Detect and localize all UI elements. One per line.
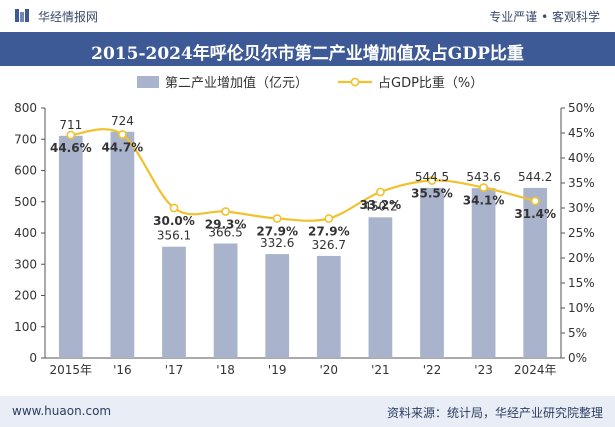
y-right-tick-label: 35% [568,176,595,190]
x-tick-label: '20 [320,363,339,377]
bar [265,254,290,358]
data-source-note: 资料来源：统计局，华经产业研究院整理 [386,406,603,420]
y-right-tick-label: 5% [568,326,587,340]
y-right-tick-label: 10% [568,301,595,315]
bar-value-label: 724 [111,114,134,128]
bar [471,188,496,358]
legend-bar-label: 第二产业增加值（亿元） [165,75,308,91]
line-value-label: 33.2% [360,198,402,212]
title-bar: 2015-2024年呼伦贝尔市第二产业增加值及占GDP比重 [0,32,615,66]
brand-logo-icon [15,9,29,22]
y-right-tick-label: 50% [568,101,595,115]
header-bar: 华经情报网 专业严谨 • 客观科学 [0,0,615,30]
bar-value-label: 450.2 [363,199,397,213]
y-left-tick-label: 0 [29,351,37,365]
line-value-label: 29.3% [205,218,247,232]
x-tick-label: 2024年 [514,363,557,377]
line-value-label: 35.5% [411,187,453,201]
x-tick-label: '23 [474,363,493,377]
website-link[interactable]: www.huaon.com [12,404,112,418]
bar [162,246,186,358]
y-right-tick-label: 45% [568,126,595,140]
bar-value-label: 544.5 [415,170,449,184]
y-right-tick-label: 0% [568,351,587,365]
x-tick-label: '16 [113,363,132,377]
legend-line-label: 占GDP比重（%） [378,75,483,91]
share-point [530,196,540,206]
x-tick-label: '21 [371,363,390,377]
y-right-tick-label: 25% [568,226,595,240]
share-point [324,214,334,223]
line-value-label: 34.1% [463,194,505,208]
share-point [427,176,437,185]
y-left-tick-label: 200 [14,289,37,303]
y-left-tick-label: 700 [14,132,37,146]
bar-value-label: 326.7 [312,238,346,252]
x-tick-label: '18 [216,363,235,377]
x-tick-label: '22 [423,363,442,377]
y-left-tick-label: 600 [14,164,37,178]
share-point [169,203,179,213]
bar-value-label: 366.5 [208,225,242,239]
line-value-label: 31.4% [514,207,556,221]
x-tick-label: '19 [268,363,287,377]
share-point [221,207,230,216]
y-left-tick-label: 500 [14,195,37,209]
legend-bar-swatch [137,76,159,88]
footer-bar: www.huaon.com 资料来源：统计局，华经产业研究院整理 [0,396,615,427]
bar [420,187,444,358]
brand-name: 华经情报网 [38,10,99,24]
y-right-tick-label: 30% [568,201,595,215]
bar [316,255,341,358]
line-value-label: 27.9% [308,225,350,239]
bar-value-label: 711 [59,118,82,132]
y-right-tick-label: 15% [568,276,595,290]
share-point [375,187,385,197]
bar-value-label: 544.2 [518,170,552,184]
header-slogan: 专业严谨 • 客观科学 [489,10,600,24]
line-value-label: 30.0% [153,214,195,228]
bar-value-label: 356.1 [157,229,191,243]
share-point [118,130,127,139]
share-line [70,128,536,222]
y-right-tick-label: 40% [568,151,595,165]
bar [213,243,238,358]
share-point [272,214,282,223]
y-right-tick-label: 20% [568,251,595,265]
chart-title: 2015-2024年呼伦贝尔市第二产业增加值及占GDP比重 [91,44,524,64]
y-left-tick-label: 300 [14,257,37,271]
line-value-label: 27.9% [256,225,298,239]
bar [368,217,393,358]
bar [58,135,83,358]
y-left-tick-label: 800 [14,101,37,115]
x-tick-label: '17 [165,363,184,377]
share-point [479,183,488,192]
legend-line-marker [350,77,360,87]
bar [523,187,548,358]
bar-value-label: 332.6 [260,236,294,250]
line-value-label: 44.6% [50,141,92,155]
x-tick-label: 2015年 [50,363,93,377]
y-left-tick-label: 400 [14,226,37,240]
y-left-tick-label: 100 [14,320,37,334]
chart-plot: 0 100 200 300 400 500 600 700 800 0% 5% 10% 15% 20% 25… [14,75,595,377]
bar [110,131,135,358]
share-point [66,130,76,140]
bar-value-label: 543.6 [466,170,500,184]
line-value-label: 44.7% [102,141,144,155]
